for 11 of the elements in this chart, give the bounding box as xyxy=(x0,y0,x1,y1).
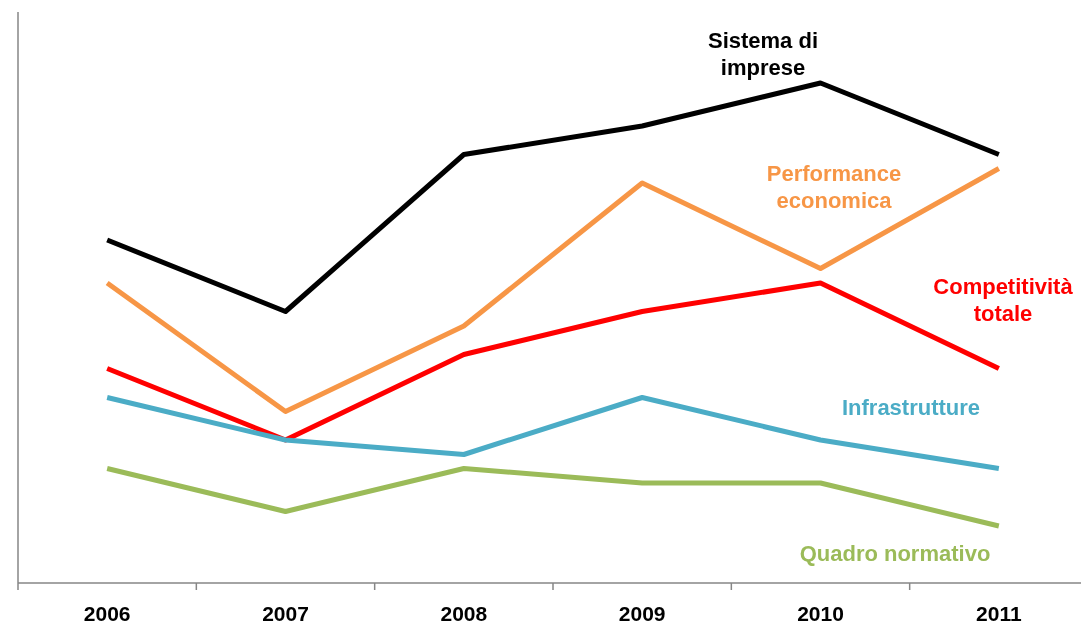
x-tick-label: 2011 xyxy=(976,602,1022,625)
series-label: Sistema di imprese xyxy=(707,28,819,80)
x-tick-label: 2006 xyxy=(83,602,131,625)
series-label: Competitività totale xyxy=(933,274,1074,326)
x-tick-label: 2007 xyxy=(262,602,309,625)
series-label: Performance economica xyxy=(766,161,902,213)
x-tick-label: 2009 xyxy=(618,602,666,625)
series-label: Infrastrutture xyxy=(841,395,981,420)
series-label: Quadro normativo xyxy=(799,541,991,566)
x-tick-label: 2010 xyxy=(797,602,844,625)
x-tick-label: 2008 xyxy=(440,602,488,625)
